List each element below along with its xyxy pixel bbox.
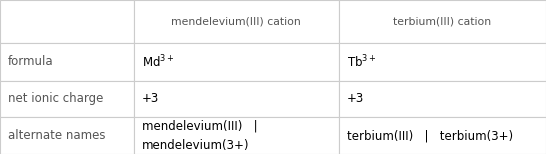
Text: terbium(III) cation: terbium(III) cation — [393, 17, 491, 26]
Bar — [134, 81, 339, 117]
Text: net ionic charge: net ionic charge — [8, 92, 104, 105]
Bar — [134, 117, 339, 154]
Text: mendelevium(III) cation: mendelevium(III) cation — [171, 17, 301, 26]
Bar — [339, 0, 546, 43]
Text: $\mathregular{Md}^{3+}$: $\mathregular{Md}^{3+}$ — [142, 54, 175, 70]
Bar — [339, 43, 546, 81]
Text: mendelevium(3+): mendelevium(3+) — [142, 139, 250, 152]
Text: alternate names: alternate names — [8, 129, 106, 142]
Bar — [134, 0, 339, 43]
Text: mendelevium(III)   |: mendelevium(III) | — [142, 119, 258, 132]
Text: +3: +3 — [347, 92, 364, 105]
Text: +3: +3 — [142, 92, 159, 105]
Bar — [0, 117, 134, 154]
Text: terbium(III)   |   terbium(3+): terbium(III) | terbium(3+) — [347, 129, 513, 142]
Text: formula: formula — [8, 55, 54, 69]
Text: $\mathregular{Tb}^{3+}$: $\mathregular{Tb}^{3+}$ — [347, 54, 376, 70]
Bar — [0, 43, 134, 81]
Bar — [339, 81, 546, 117]
Bar — [134, 43, 339, 81]
Bar — [0, 81, 134, 117]
Bar — [339, 117, 546, 154]
Bar — [0, 0, 134, 43]
